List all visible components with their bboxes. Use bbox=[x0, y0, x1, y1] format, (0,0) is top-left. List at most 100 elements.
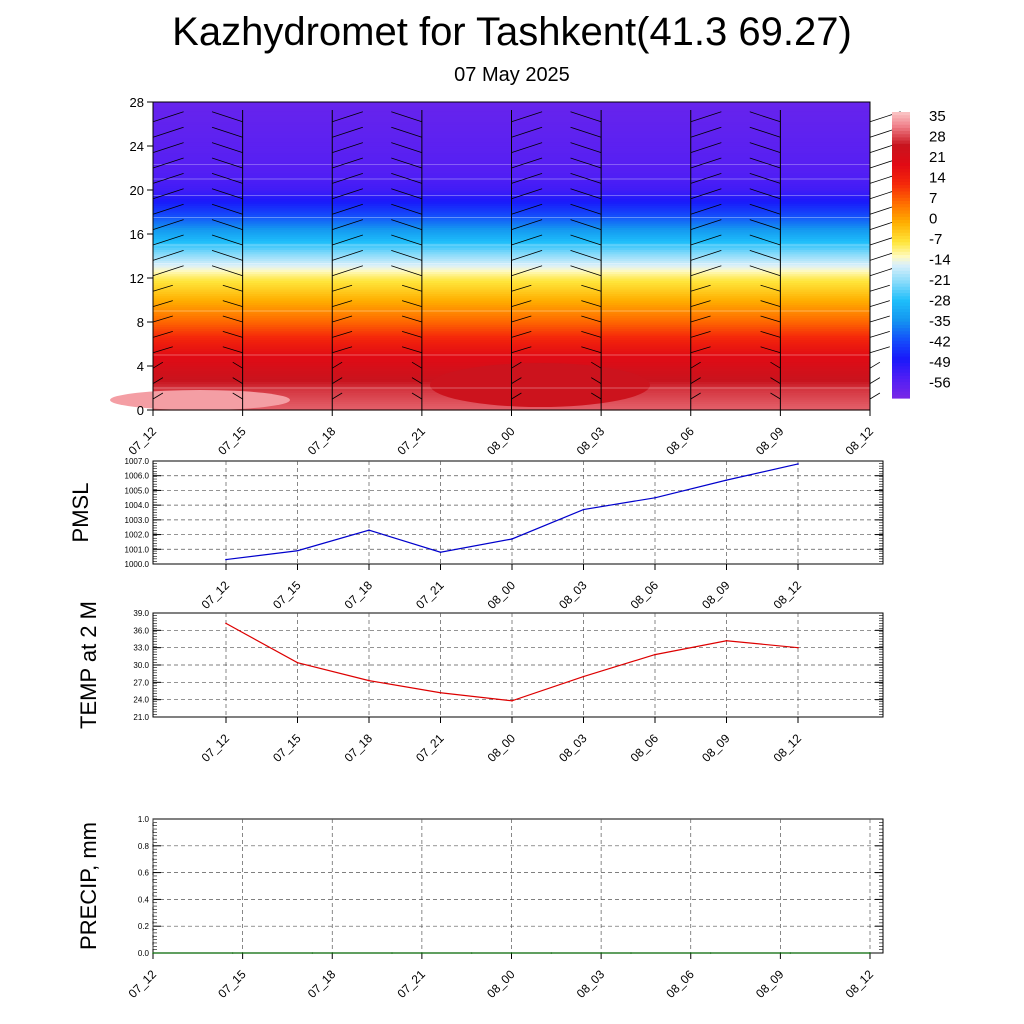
colorbar-segment bbox=[892, 328, 910, 332]
x-tick-label: 08_06 bbox=[628, 731, 662, 765]
wind-barb bbox=[332, 284, 353, 292]
colorbar-segment bbox=[892, 178, 910, 183]
data-point bbox=[368, 679, 370, 682]
wind-barb bbox=[222, 346, 243, 354]
wind-barb bbox=[211, 188, 243, 200]
wind-barb bbox=[690, 315, 711, 323]
x-tick-label: 07_21 bbox=[394, 967, 428, 1001]
wind-barb bbox=[770, 392, 781, 400]
wind-barb bbox=[749, 219, 781, 230]
data-point bbox=[439, 691, 442, 694]
colorbar-segment bbox=[892, 210, 910, 215]
colorbar-label: -35 bbox=[929, 313, 951, 330]
wind-barb bbox=[690, 361, 701, 369]
colorbar-segment bbox=[892, 280, 910, 285]
y-tick-label: 0 bbox=[137, 403, 144, 418]
wind-barb bbox=[411, 377, 423, 384]
x-tick-label: 07_15 bbox=[215, 424, 249, 458]
colorbar-segment bbox=[892, 245, 910, 250]
wind-barb bbox=[749, 203, 781, 215]
data-point bbox=[296, 661, 299, 664]
data-point bbox=[225, 622, 227, 625]
wind-barb bbox=[760, 300, 781, 307]
wind-barb bbox=[511, 377, 522, 384]
colorbar-segment bbox=[892, 356, 910, 361]
colorbar-segment bbox=[892, 181, 910, 186]
wind-barb bbox=[511, 346, 532, 354]
colorbar-segment bbox=[892, 388, 910, 393]
x-tick-label: 07_15 bbox=[270, 731, 304, 765]
colorbar-segment bbox=[892, 166, 910, 170]
wind-barb bbox=[749, 234, 781, 246]
colorbar-segment bbox=[892, 115, 910, 119]
wind-barb bbox=[690, 157, 722, 169]
colorbar-segment bbox=[892, 289, 910, 294]
wind-barb bbox=[152, 346, 173, 354]
y-tick-label: 20 bbox=[130, 183, 144, 198]
x-tick-label: 08_12 bbox=[771, 578, 805, 612]
wind-barb bbox=[211, 157, 243, 169]
data-point bbox=[439, 551, 442, 554]
wind-barb bbox=[391, 234, 422, 246]
colorbar-segment bbox=[892, 372, 910, 377]
x-tick-label: 07_15 bbox=[215, 967, 249, 1001]
colorbar-segment bbox=[892, 309, 910, 313]
y-tick-label: 39.0 bbox=[133, 609, 149, 618]
wind-barbs bbox=[152, 110, 901, 410]
x-tick-label: 08_09 bbox=[753, 424, 787, 458]
wind-barb bbox=[869, 331, 890, 338]
y-axis-title: PMSL bbox=[68, 483, 93, 543]
wind-barb bbox=[332, 346, 353, 354]
x-tick-label: 07_18 bbox=[342, 731, 376, 765]
wind-barb bbox=[869, 361, 881, 369]
y-tick-label: 24.0 bbox=[133, 696, 149, 705]
y-tick-label: 33.0 bbox=[133, 644, 149, 653]
pmsl-panel: 1000.0 1001.0 1002.0 1003.0 1004.0 1005.0 1006… bbox=[68, 457, 884, 612]
wind-barb bbox=[332, 203, 363, 215]
x-tick-label: 07_12 bbox=[199, 578, 233, 612]
x-tick-label: 08_09 bbox=[699, 731, 733, 765]
chart-subtitle: 07 May 2025 bbox=[454, 64, 570, 86]
colorbar-segment bbox=[892, 112, 910, 116]
wind-barb bbox=[391, 188, 422, 200]
x-tick-label: 08_12 bbox=[843, 967, 877, 1001]
wind-barb bbox=[690, 377, 701, 384]
wind-barb bbox=[391, 142, 422, 153]
colorbar-segment bbox=[892, 340, 910, 345]
data-point bbox=[470, 952, 473, 954]
wind-barb bbox=[690, 219, 722, 230]
y-tick-label: 1001.0 bbox=[125, 545, 150, 554]
data-point bbox=[869, 952, 871, 954]
data-point bbox=[725, 479, 728, 481]
wind-barb bbox=[332, 300, 353, 307]
wind-barb bbox=[749, 111, 781, 123]
x-tick-label: 08_06 bbox=[663, 967, 697, 1001]
wind-barb bbox=[690, 142, 722, 153]
wind-barb bbox=[749, 142, 781, 153]
wind-barb bbox=[211, 265, 243, 277]
x-tick-label: 07_12 bbox=[126, 424, 160, 458]
wind-barb bbox=[511, 250, 543, 261]
x-tick-label: 07_21 bbox=[394, 424, 428, 458]
wind-barb bbox=[222, 300, 243, 307]
y-tick-label: 1006.0 bbox=[125, 472, 150, 481]
wind-barb bbox=[570, 265, 602, 277]
data-point bbox=[630, 952, 632, 954]
colorbar-segment bbox=[892, 315, 910, 320]
colorbar-segment bbox=[892, 191, 910, 196]
colorbar-segment bbox=[892, 213, 910, 218]
wind-barb bbox=[152, 111, 184, 123]
wind-barb bbox=[211, 111, 243, 123]
colorbar-segment bbox=[892, 235, 910, 240]
colorbar-segment bbox=[892, 162, 910, 167]
wind-barb bbox=[690, 331, 711, 338]
y-tick-label: 0.6 bbox=[138, 869, 150, 878]
y-tick-label: 0.0 bbox=[138, 949, 150, 958]
colorbar-segment bbox=[892, 248, 910, 253]
x-tick-label: 07_21 bbox=[413, 731, 447, 765]
colorbar-segment bbox=[892, 134, 910, 139]
wind-barb bbox=[869, 377, 881, 384]
wind-barb bbox=[152, 300, 173, 307]
wind-barb bbox=[749, 126, 781, 138]
colorbar-label: 0 bbox=[929, 211, 937, 228]
